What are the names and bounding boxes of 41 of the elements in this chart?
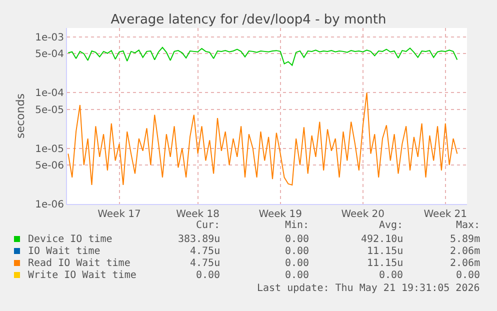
text: 2.06m: [450, 258, 480, 269]
text: 0.00: [379, 270, 404, 281]
chart-title: Average latency for /dev/loop4 - by month: [110, 12, 386, 28]
legend-label: Device IO time: [28, 234, 112, 245]
y-tick-label: 1e-06: [35, 200, 64, 210]
text: 2.06m: [450, 246, 480, 257]
x-tick-label: Week 19: [258, 209, 302, 220]
y-tick-label: 5e-04: [35, 49, 64, 60]
x-tick-label: Week 21: [424, 209, 468, 220]
text: 0.00: [285, 258, 310, 269]
y-tick-label: 5e-06: [35, 160, 64, 172]
text: Avg:: [379, 220, 404, 231]
text: 0.00: [285, 246, 310, 257]
text: Min:: [285, 220, 310, 231]
text: Max:: [456, 220, 480, 231]
legend-label: IO Wait time: [28, 246, 100, 257]
text: Last update: Thu May 21 19:31:05 2026: [257, 283, 480, 294]
text: 4.75u: [190, 246, 220, 257]
text: 11.15u: [367, 246, 404, 257]
text: 0.00: [456, 270, 480, 281]
text: 383.89u: [178, 234, 220, 245]
y-axis-title: seconds: [14, 93, 27, 138]
x-tick-label: Week 18: [176, 209, 220, 220]
text: 0.00: [285, 270, 310, 281]
x-tick-label: Week 17: [98, 209, 141, 220]
text: 0.00: [285, 234, 310, 245]
text: 5.89m: [450, 234, 480, 245]
legend-label: Read IO Wait time: [28, 258, 130, 269]
x-tick-label: Week 20: [341, 209, 385, 220]
y-tick-label: 1e-04: [35, 88, 64, 100]
line-series: [68, 92, 458, 186]
text: 11.15u: [367, 258, 404, 269]
text: 492.10u: [361, 234, 404, 245]
y-tick-label: 1e-03: [35, 32, 64, 44]
y-tick-label: 5e-05: [35, 104, 64, 116]
text: 0.00: [196, 270, 220, 281]
legend-label: Write IO Wait time: [28, 270, 136, 281]
text: 4.75u: [190, 258, 220, 269]
text: Cur:: [196, 220, 220, 231]
line-series: [68, 46, 458, 66]
y-tick-label: 1e-05: [35, 144, 64, 155]
